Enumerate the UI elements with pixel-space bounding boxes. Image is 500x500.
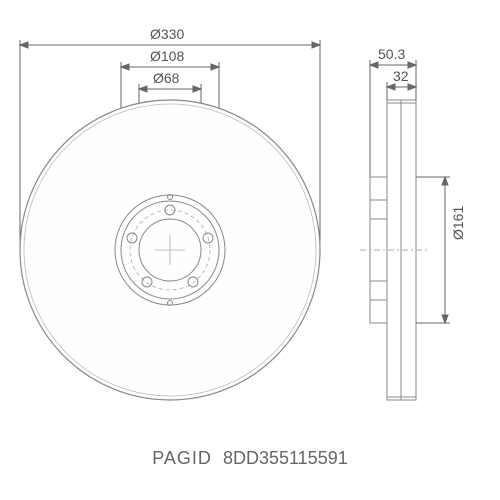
- front-view-svg: [0, 0, 500, 440]
- dim-d108: Ø108: [150, 48, 184, 64]
- caption: PAGID 8DD355115591: [0, 448, 500, 469]
- dim-w50-3: 50.3: [378, 46, 405, 62]
- dim-d68: Ø68: [153, 70, 179, 86]
- dim-w32: 32: [393, 68, 409, 84]
- part-number: 8DD355115591: [223, 448, 348, 468]
- dim-d161: Ø161: [450, 206, 466, 240]
- brand-label: PAGID: [152, 448, 212, 468]
- dim-d330: Ø330: [150, 26, 184, 42]
- technical-drawing: Ø330 Ø108 Ø68 50.3 32 Ø161: [0, 0, 500, 440]
